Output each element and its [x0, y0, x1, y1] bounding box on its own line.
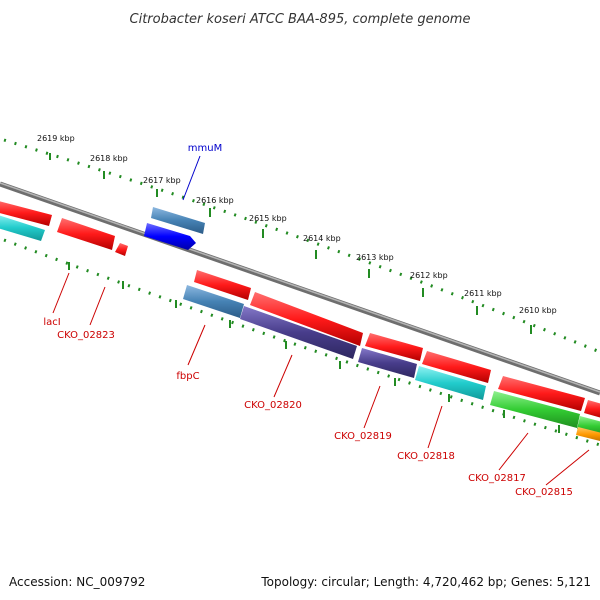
reverse-strand-features: [0, 201, 600, 441]
kbp-label: 2619 kbp: [37, 134, 75, 143]
kbp-label: 2613 kbp: [356, 253, 394, 262]
forward-strand-features: [144, 207, 205, 250]
genome-summary-text: Topology: circular; Length: 4,720,462 bp…: [260, 575, 591, 589]
gene-arrow-CKO-02815-orange: [576, 427, 600, 441]
gene-label-CKO-02820: CKO_02820: [244, 400, 302, 411]
gene-arrow-CKO-02817-protein: [490, 391, 580, 428]
gene-arrow-left-cyan: [0, 215, 45, 241]
leader-CKO-02815: [545, 449, 590, 486]
leader-CKO-02823: [89, 286, 106, 326]
gene-arrow-CKO-02820-protein: [240, 306, 357, 359]
gene-label-CKO-02819: CKO_02819: [334, 431, 392, 442]
gene-label-CKO-02818: CKO_02818: [397, 451, 455, 462]
gene-arrow-right-red: [584, 400, 600, 418]
gene-arrow-mmuM-protein: [144, 223, 196, 250]
leader-CKO-02818: [427, 405, 443, 449]
gene-arrow-CKO-02819-protein: [358, 348, 417, 378]
leader-CKO-02817: [498, 432, 529, 471]
gene-label-CKO-02817: CKO_02817: [468, 473, 526, 484]
outer-scale-ring: [3, 138, 600, 354]
inner-scale-ring: [3, 238, 600, 447]
leader-CKO-02820: [273, 354, 293, 398]
leader-fbpC: [187, 324, 206, 366]
kbp-label: 2615 kbp: [249, 214, 287, 223]
kbp-label: 2616 kbp: [196, 196, 234, 205]
gene-arrow-left-red: [0, 201, 52, 226]
gene-arrow-fbpC: [194, 270, 251, 300]
leader-lacI: [52, 272, 70, 314]
leader-lines: [52, 155, 590, 486]
gene-arrow-CKO-02823: [115, 243, 128, 256]
kbp-label: 2612 kbp: [410, 271, 448, 280]
accession-text: Accession: NC_009792: [9, 575, 145, 589]
gene-label-lacI: lacI: [43, 317, 60, 328]
map-title: Citrobacter koseri ATCC BAA-895, complet…: [130, 12, 471, 27]
gene-arrow-CKO-02818-protein: [415, 366, 486, 400]
kbp-label: 2618 kbp: [90, 154, 128, 163]
scale-labels: 2619 kbp 2618 kbp 2617 kbp 2616 kbp 2615…: [37, 134, 557, 315]
gene-label-mmuM: mmuM: [188, 143, 222, 154]
kbp-label: 2614 kbp: [303, 234, 341, 243]
leader-CKO-02819: [363, 385, 381, 429]
gene-arrow-fbpC-protein: [183, 285, 244, 318]
genome-backbone: [0, 181, 600, 396]
gene-arrow-lacI: [57, 218, 115, 250]
inner-scale-minor-ticks: [3, 238, 600, 447]
gene-label-fbpC: fbpC: [176, 371, 199, 382]
gene-arrow-CKO-02818: [422, 351, 491, 383]
gene-arrow-CKO-02817: [498, 376, 585, 411]
kbp-label: 2610 kbp: [519, 306, 557, 315]
gene-arrow-CKO-02820: [250, 292, 363, 346]
kbp-label: 2617 kbp: [143, 176, 181, 185]
gene-labels: mmuM lacI CKO_02823 fbpC CKO_02820 CKO_0…: [43, 143, 573, 498]
gene-label-CKO-02823: CKO_02823: [57, 330, 115, 341]
kbp-label: 2611 kbp: [464, 289, 502, 298]
gene-arrow-mmuM: [151, 207, 205, 234]
gene-label-CKO-02815: CKO_02815: [515, 487, 573, 498]
leader-mmuM: [182, 155, 201, 201]
gene-arrow-CKO-02819: [365, 333, 423, 361]
